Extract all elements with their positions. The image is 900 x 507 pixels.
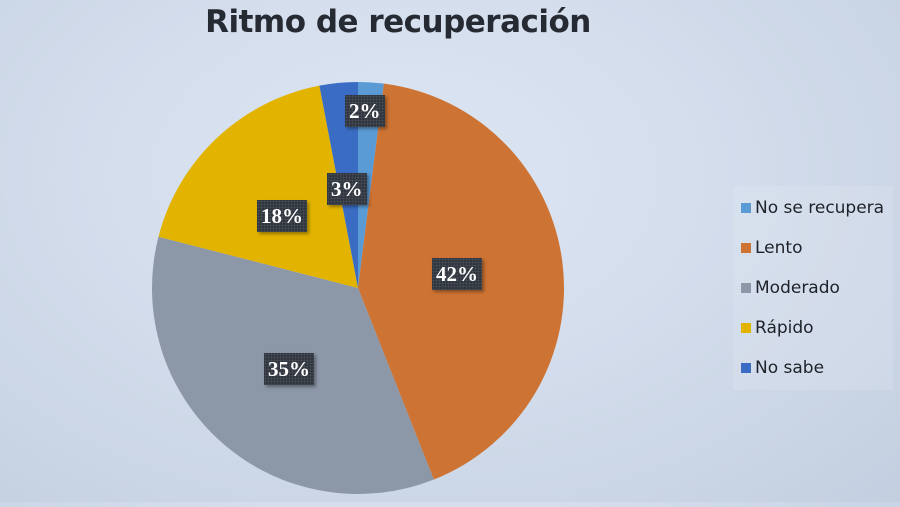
legend-swatch — [741, 243, 751, 253]
data-label-no-se-recupera: 2% — [345, 95, 385, 127]
legend: No se recupera Lento Moderado Rápido No … — [733, 186, 893, 390]
slice-no-se-recupera — [358, 82, 384, 288]
data-label-no-sabe: 3% — [327, 173, 367, 205]
legend-label: Lento — [755, 238, 803, 258]
legend-swatch — [741, 203, 751, 213]
legend-label: Moderado — [755, 278, 840, 298]
legend-label: Rápido — [755, 318, 814, 338]
legend-swatch — [741, 283, 751, 293]
legend-swatch — [741, 323, 751, 333]
legend-label: No sabe — [755, 358, 825, 378]
legend-item-no-se-recupera: No se recupera — [741, 198, 884, 218]
chart-title: Ritmo de recuperación — [205, 4, 591, 40]
legend-item-rapido: Rápido — [741, 318, 814, 338]
data-label-rapido: 18% — [257, 200, 307, 232]
legend-item-lento: Lento — [741, 238, 802, 258]
legend-label: No se recupera — [755, 198, 885, 218]
legend-item-moderado: Moderado — [741, 278, 840, 298]
legend-item-no-sabe: No sabe — [741, 358, 824, 378]
legend-swatch — [741, 363, 751, 373]
data-label-lento: 42% — [432, 258, 482, 290]
data-label-moderado: 35% — [264, 353, 314, 385]
slice-rapido — [158, 85, 358, 288]
